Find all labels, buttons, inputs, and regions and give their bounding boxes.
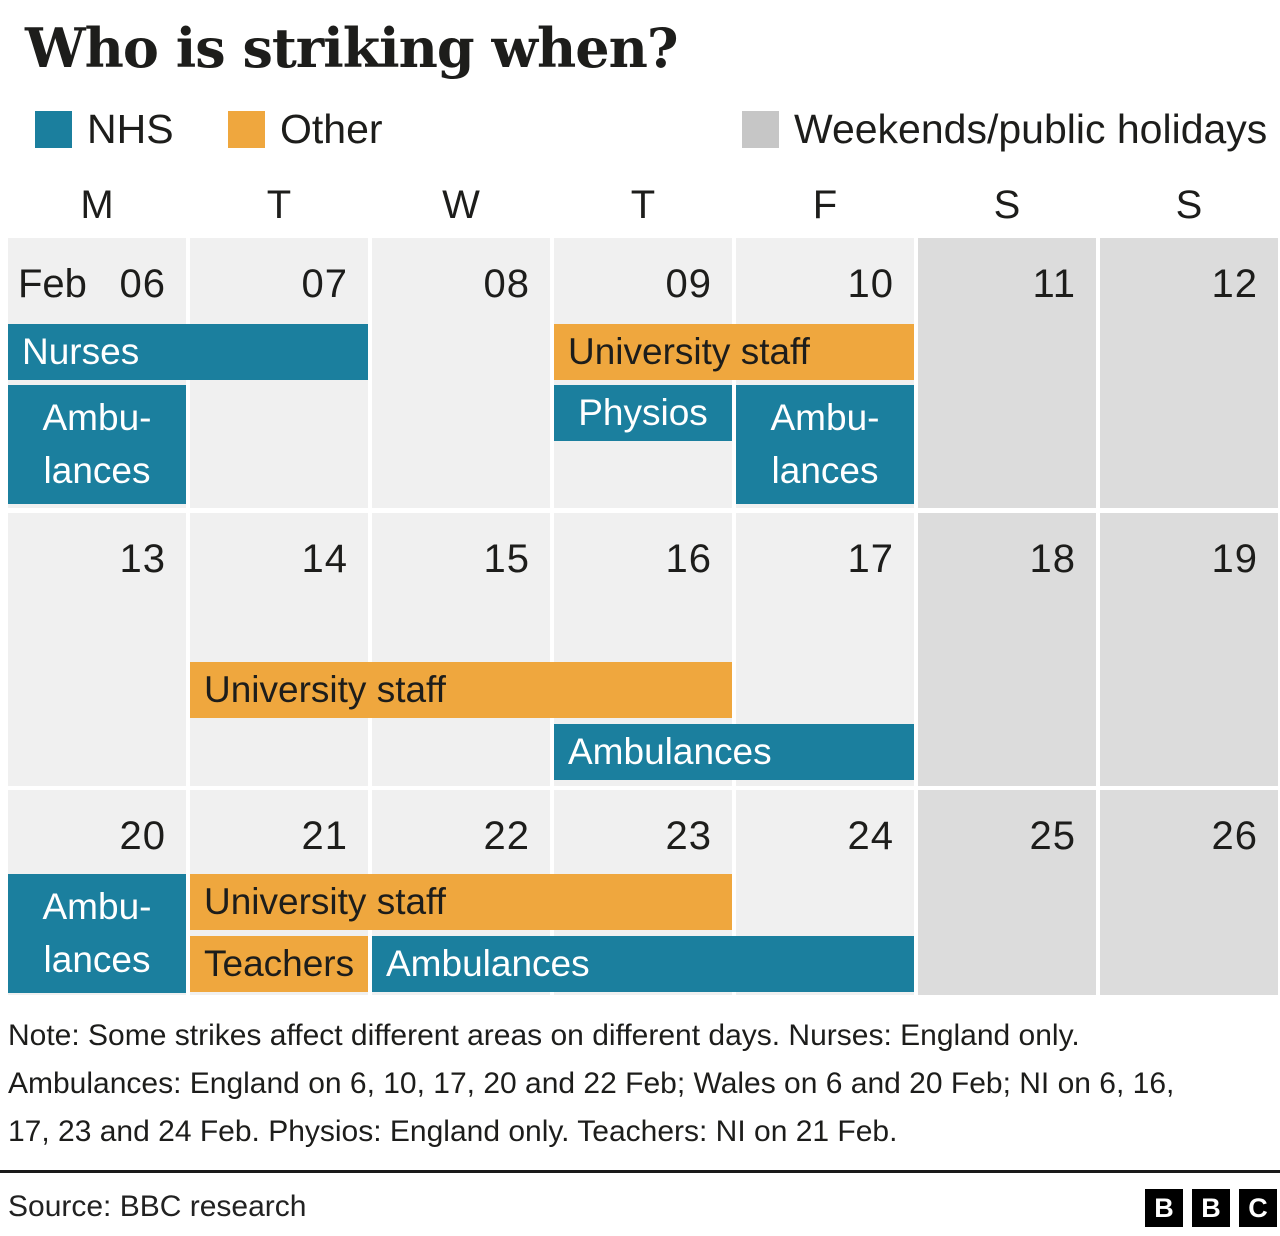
- strike-bar-nurses: Nurses: [8, 324, 368, 380]
- day-number: 17: [847, 537, 894, 581]
- legend-swatch-other: [228, 110, 265, 148]
- day-number: 09: [665, 262, 712, 306]
- strike-bar-ambulances: Ambulances: [554, 724, 914, 780]
- day-cell-feb-26-weekend: 26: [1100, 790, 1278, 995]
- strike-bar-physios: Physios: [554, 385, 732, 441]
- month-label: Feb: [18, 262, 87, 306]
- note-line: Note: Some strikes affect different area…: [8, 1019, 1080, 1052]
- day-cell-feb-11-weekend: 11: [918, 238, 1096, 508]
- day-cell-feb-12-weekend: 12: [1100, 238, 1278, 508]
- legend-swatch-nhs: [35, 110, 72, 148]
- calendar-week-3: 20 21 22 23 24 25 26 Ambu- lances Univer…: [0, 790, 1280, 995]
- weekday-header-tue: T: [266, 183, 292, 227]
- strike-bar-label: Ambu-: [770, 396, 880, 438]
- day-number: 26: [1211, 814, 1258, 858]
- day-number: 23: [665, 814, 712, 858]
- strike-bar-label: Nurses: [22, 331, 140, 372]
- day-number: 08: [483, 262, 530, 306]
- day-cell-feb-25-weekend: 25: [918, 790, 1096, 995]
- day-number: 15: [483, 537, 530, 581]
- legend-item-weekends: Weekends/public holidays: [742, 106, 1267, 152]
- strike-bar-label: Ambulances: [568, 731, 772, 772]
- strike-bar-ambulances: Ambu- lances: [736, 385, 914, 504]
- day-number: 11: [1032, 262, 1076, 306]
- day-cell-feb-15: 15: [372, 513, 550, 786]
- bbc-logo-block: B: [1192, 1189, 1230, 1227]
- strike-bar-ambulances: Ambu- lances: [8, 874, 186, 993]
- legend-item-other: Other: [228, 106, 383, 152]
- weekday-header-mon: M: [80, 183, 114, 227]
- weekday-header-fri: F: [812, 183, 838, 227]
- day-number: 16: [665, 537, 712, 581]
- weekday-header-row: M T W T F S S: [8, 183, 1278, 228]
- footer-divider: [0, 1170, 1280, 1173]
- weekday-header-wed: W: [442, 183, 480, 227]
- legend-swatch-weekends: [742, 110, 779, 148]
- calendar-week-2: 13 14 15 16 17 18 19 University staff Am…: [0, 513, 1280, 786]
- day-number: 06: [119, 262, 166, 306]
- day-number: 20: [119, 814, 166, 858]
- source-text: Source: BBC research: [8, 1190, 307, 1223]
- day-number: 10: [847, 262, 894, 306]
- day-cell-feb-08: 08: [372, 238, 550, 508]
- strike-bar-label: Physios: [578, 392, 708, 433]
- strike-bar-teachers: Teachers: [190, 936, 368, 992]
- bbc-logo: B B C: [1145, 1189, 1277, 1227]
- strike-bar-label: University staff: [204, 881, 446, 922]
- weekday-header-thu: T: [630, 183, 656, 227]
- strike-bar-label: Ambu-: [42, 396, 152, 438]
- bbc-logo-block: B: [1145, 1189, 1183, 1227]
- strike-bar-label: Ambulances: [386, 943, 590, 984]
- strike-bar-label: University staff: [204, 669, 446, 710]
- strike-bar-label: lances: [771, 449, 879, 491]
- chart-title: Who is striking when?: [25, 16, 678, 80]
- strike-bar-university-staff: University staff: [190, 874, 732, 930]
- strike-bar-label: lances: [43, 449, 151, 491]
- weekday-header-sat: S: [993, 183, 1021, 227]
- day-cell-feb-13: 13: [8, 513, 186, 786]
- day-number: 12: [1211, 262, 1258, 306]
- day-number: 19: [1211, 537, 1258, 581]
- strike-bar-label: University staff: [568, 331, 810, 372]
- day-number: 07: [301, 262, 348, 306]
- strike-bar-label: Ambu-: [42, 885, 152, 927]
- strike-bar-ambulances: Ambu- lances: [8, 385, 186, 504]
- day-number: 18: [1029, 537, 1076, 581]
- weekday-header-sun: S: [1175, 183, 1203, 227]
- day-number: 22: [483, 814, 530, 858]
- legend-label-weekends: Weekends/public holidays: [794, 105, 1268, 152]
- day-number: 13: [119, 537, 166, 581]
- strike-bar-university-staff: University staff: [554, 324, 914, 380]
- note-text: Note: Some strikes affect different area…: [8, 1012, 1276, 1156]
- day-number: 21: [301, 814, 348, 858]
- strike-bar-label: lances: [43, 938, 151, 980]
- legend-label-nhs: NHS: [87, 105, 174, 152]
- day-cell-feb-14: 14: [190, 513, 368, 786]
- legend-label-other: Other: [280, 105, 383, 152]
- day-number: 25: [1029, 814, 1076, 858]
- strike-bar-university-staff: University staff: [190, 662, 732, 718]
- note-line: Ambulances: England on 6, 10, 17, 20 and…: [8, 1067, 1175, 1100]
- note-line: 17, 23 and 24 Feb. Physios: England only…: [8, 1115, 898, 1148]
- day-cell-feb-19-weekend: 19: [1100, 513, 1278, 786]
- day-number: 24: [847, 814, 894, 858]
- day-cell-feb-18-weekend: 18: [918, 513, 1096, 786]
- strike-bar-ambulances: Ambulances: [372, 936, 914, 992]
- legend-item-nhs: NHS: [35, 106, 174, 152]
- bbc-logo-block: C: [1239, 1189, 1277, 1227]
- strike-bar-label: Teachers: [204, 943, 355, 984]
- calendar-week-1: Feb 06 07 08 09 10 11 12 Nurses Ambu- la…: [0, 238, 1280, 508]
- day-number: 14: [301, 537, 348, 581]
